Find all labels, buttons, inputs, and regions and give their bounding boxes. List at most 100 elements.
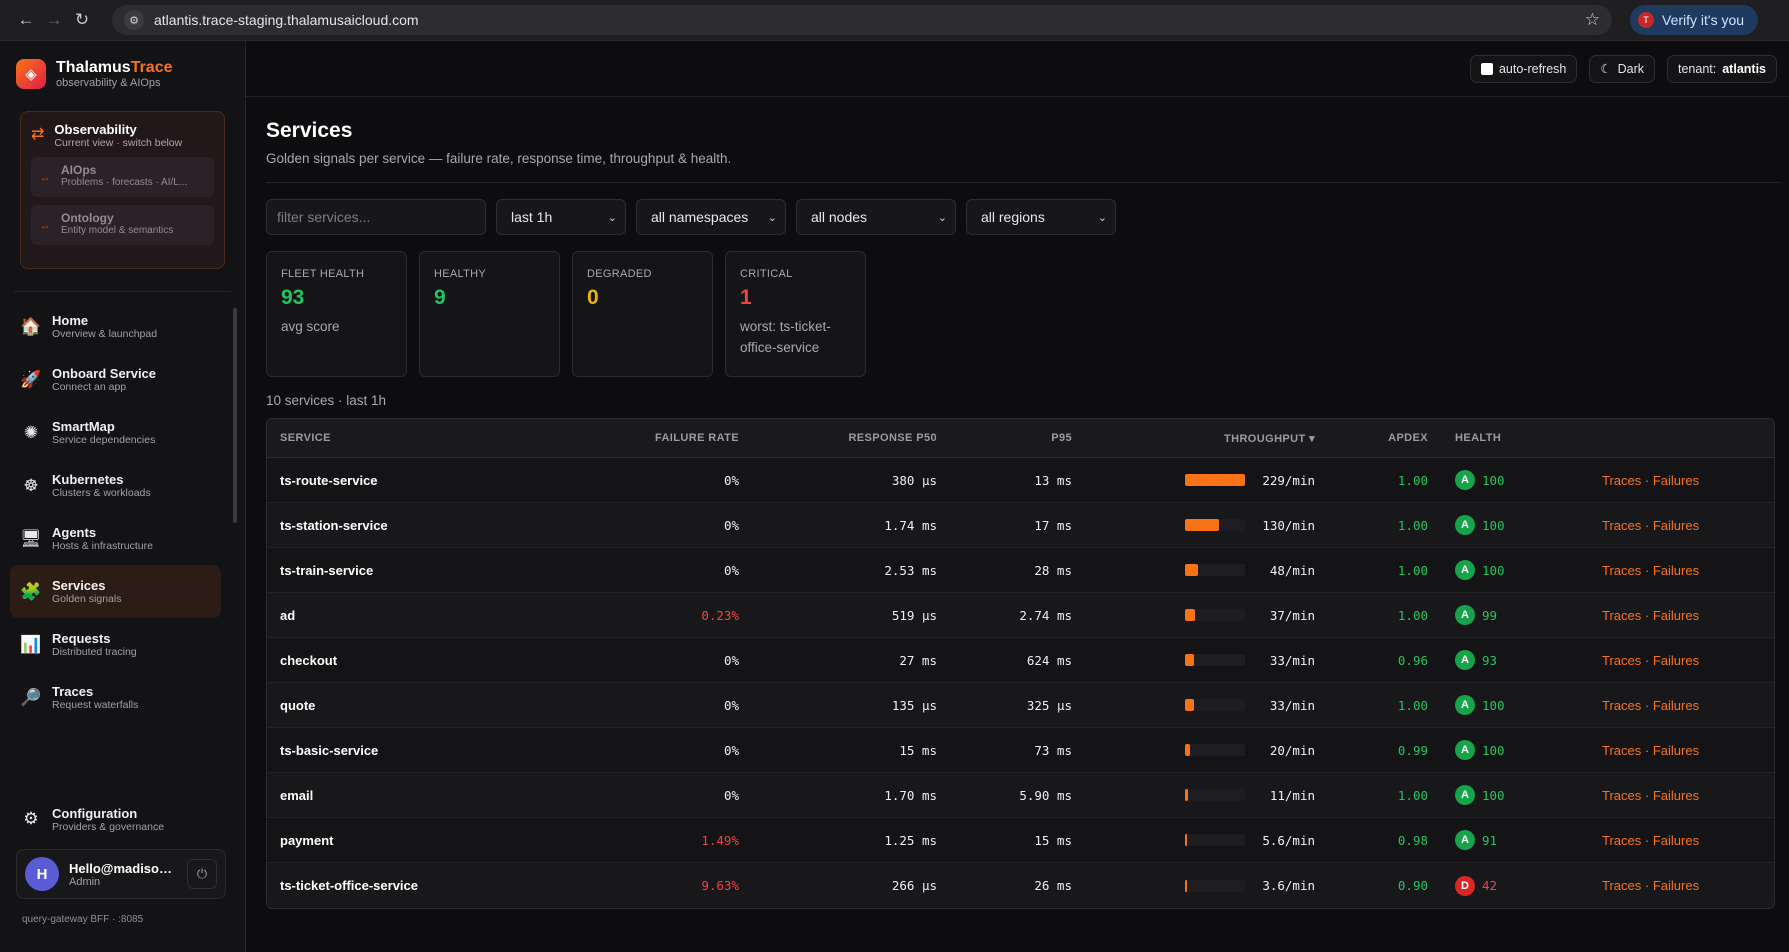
- address-bar[interactable]: ⚙ atlantis.trace-staging.thalamusaicloud…: [112, 5, 1612, 35]
- service-name[interactable]: quote: [280, 697, 316, 713]
- url-text[interactable]: atlantis.trace-staging.thalamusaicloud.c…: [154, 12, 419, 28]
- traces-link[interactable]: Traces: [1602, 697, 1642, 713]
- sidebar-item-configuration[interactable]: ⚙ Configuration Providers & governance: [10, 799, 221, 839]
- table-row[interactable]: ts-ticket-office-service 9.63% 266 µs 26 ms…: [267, 863, 1774, 908]
- link-separator: ·: [1644, 652, 1650, 668]
- service-name[interactable]: payment: [280, 832, 334, 848]
- table-row[interactable]: checkout 0% 27 ms 624 ms 33/min 0.96 A 93 Traces…: [267, 638, 1774, 683]
- col-failure-rate[interactable]: FAILURE RATE: [654, 432, 739, 444]
- row-links: Traces · Failures: [1558, 787, 1774, 803]
- failures-link[interactable]: Failures: [1652, 697, 1700, 713]
- theme-toggle[interactable]: ☾ Dark: [1589, 54, 1655, 83]
- sidebar-item-home[interactable]: 🏠 Home Overview & launchpad: [10, 300, 221, 353]
- traces-link[interactable]: Traces: [1602, 607, 1642, 623]
- col-p95[interactable]: P95: [1051, 432, 1072, 444]
- sidebar-item-traces[interactable]: 🔎 Traces Request waterfalls: [10, 671, 221, 724]
- health-cell: D 42: [1428, 875, 1558, 896]
- traces-link[interactable]: Traces: [1602, 472, 1642, 488]
- traces-link[interactable]: Traces: [1602, 832, 1642, 848]
- sidebar-item-agents[interactable]: 🖥 Agents Hosts & infrastructure: [10, 512, 221, 565]
- row-links: Traces · Failures: [1558, 517, 1774, 533]
- time-range-select[interactable]: last 1h ⌄: [496, 199, 626, 235]
- failures-link[interactable]: Failures: [1652, 517, 1700, 533]
- failure-rate: 0%: [723, 562, 739, 578]
- switch-ontology-subtitle: Entity model & semantics: [61, 225, 174, 236]
- user-card[interactable]: H Hello@madison.ai Admin ⏻: [16, 849, 226, 899]
- switch-aiops[interactable]: ⇔ AIOps Problems · forecasts · AI/L...: [31, 157, 214, 197]
- table-row[interactable]: ts-basic-service 0% 15 ms 73 ms 20/min 0.99 A 1…: [267, 728, 1774, 773]
- health-grade-badge: A: [1455, 695, 1475, 715]
- failures-link[interactable]: Failures: [1652, 652, 1700, 668]
- table-row[interactable]: ad 0.23% 519 µs 2.74 ms 37/min 1.00 A 99 Traces …: [267, 593, 1774, 638]
- forward-icon[interactable]: →: [45, 10, 63, 29]
- response-p95: 2.74 ms: [1019, 607, 1072, 623]
- sidebar-item-logs[interactable]: ▬Logs: [10, 724, 221, 740]
- service-name[interactable]: ts-route-service: [280, 472, 378, 488]
- col-service[interactable]: SERVICE: [280, 432, 331, 444]
- current-view: ⇄ Observability Current view · switch be…: [31, 122, 214, 149]
- tenant-value: atlantis: [1722, 61, 1766, 76]
- checkbox[interactable]: [1480, 62, 1493, 75]
- service-name[interactable]: ts-ticket-office-service: [280, 878, 418, 893]
- service-name[interactable]: ts-train-service: [280, 562, 374, 578]
- col-response-p50[interactable]: RESPONSE P50: [848, 432, 937, 444]
- switch-ontology[interactable]: ⇔ Ontology Entity model & semantics: [31, 205, 214, 245]
- view-switcher: ⇄ Observability Current view · switch be…: [20, 111, 225, 269]
- namespace-select[interactable]: all namespaces ⌄: [636, 199, 786, 235]
- table-row[interactable]: ts-train-service 0% 2.53 ms 28 ms 48/min 1.00…: [267, 548, 1774, 593]
- user-role: Admin: [69, 875, 101, 888]
- sidebar-item-services[interactable]: 🧩 Services Golden signals: [10, 565, 221, 618]
- reload-icon[interactable]: ↻: [74, 10, 90, 29]
- verify-profile-button[interactable]: T Verify it's you: [1630, 5, 1759, 35]
- health-grade-badge: A: [1455, 650, 1475, 670]
- service-name[interactable]: email: [280, 787, 314, 803]
- response-p50: 519 µs: [891, 607, 937, 623]
- auto-refresh-toggle[interactable]: auto-refresh: [1469, 54, 1578, 83]
- table-row[interactable]: email 0% 1.70 ms 5.90 ms 11/min 1.00 A 100 Trace…: [267, 773, 1774, 818]
- traces-link[interactable]: Traces: [1602, 517, 1642, 533]
- col-health[interactable]: HEALTH: [1455, 432, 1502, 444]
- search-input[interactable]: filter services...: [266, 199, 486, 235]
- sidebar-item-requests[interactable]: 📊 Requests Distributed tracing: [10, 618, 221, 671]
- traces-link[interactable]: Traces: [1602, 742, 1642, 758]
- failures-link[interactable]: Failures: [1652, 878, 1700, 893]
- failures-link[interactable]: Failures: [1652, 607, 1700, 623]
- col-apdex[interactable]: APDEX: [1388, 432, 1428, 444]
- row-links: Traces · Failures: [1558, 878, 1774, 893]
- failures-link[interactable]: Failures: [1652, 787, 1700, 803]
- power-icon[interactable]: ⏻: [187, 859, 217, 889]
- node-select[interactable]: all nodes ⌄: [796, 199, 956, 235]
- divider: [266, 182, 1781, 183]
- traces-link[interactable]: Traces: [1602, 562, 1642, 578]
- failures-link[interactable]: Failures: [1652, 742, 1700, 758]
- sidebar-item-kubernetes[interactable]: ☸ Kubernetes Clusters & workloads: [10, 459, 221, 512]
- brand[interactable]: ◈ ThalamusTrace observability & AIOps: [0, 41, 245, 89]
- table-row[interactable]: payment 1.49% 1.25 ms 15 ms 5.6/min 0.98 A 91 Tr…: [267, 818, 1774, 863]
- service-name[interactable]: checkout: [280, 652, 338, 668]
- sidebar-scrollbar[interactable]: [233, 308, 237, 523]
- back-icon[interactable]: ←: [17, 10, 35, 29]
- traces-link[interactable]: Traces: [1602, 652, 1642, 668]
- service-name[interactable]: ts-station-service: [280, 517, 388, 533]
- service-name[interactable]: ts-basic-service: [280, 742, 379, 758]
- failures-link[interactable]: Failures: [1652, 472, 1700, 488]
- failures-link[interactable]: Failures: [1652, 832, 1700, 848]
- apdex-value: 0.96: [1397, 652, 1428, 668]
- traces-link[interactable]: Traces: [1602, 787, 1642, 803]
- table-row[interactable]: quote 0% 135 µs 325 µs 33/min 1.00 A 100 Traces …: [267, 683, 1774, 728]
- throughput-value: 11/min: [1269, 787, 1315, 803]
- table-row[interactable]: ts-station-service 0% 1.74 ms 17 ms 130/min 1…: [267, 503, 1774, 548]
- col-throughput[interactable]: THROUGHPUT ▾: [1224, 432, 1315, 445]
- sidebar-item-smartmap[interactable]: ✺ SmartMap Service dependencies: [10, 406, 221, 459]
- failure-rate: 0%: [723, 472, 739, 488]
- tenant-selector[interactable]: tenant: atlantis: [1667, 54, 1777, 83]
- failures-link[interactable]: Failures: [1652, 562, 1700, 578]
- table-row[interactable]: ts-route-service 0% 380 µs 13 ms 229/min 1.00…: [267, 458, 1774, 503]
- region-select[interactable]: all regions ⌄: [966, 199, 1116, 235]
- service-name[interactable]: ad: [280, 607, 296, 623]
- traces-link[interactable]: Traces: [1602, 878, 1642, 893]
- sidebar-item-onboard-service[interactable]: 🚀 Onboard Service Connect an app: [10, 353, 221, 406]
- stat-cards: FLEET HEALTH 93 avg score HEALTHY 9 DEGRADED 0…: [266, 251, 1781, 377]
- site-settings-icon[interactable]: ⚙: [124, 10, 144, 30]
- bookmark-star-icon[interactable]: ☆: [1584, 10, 1600, 29]
